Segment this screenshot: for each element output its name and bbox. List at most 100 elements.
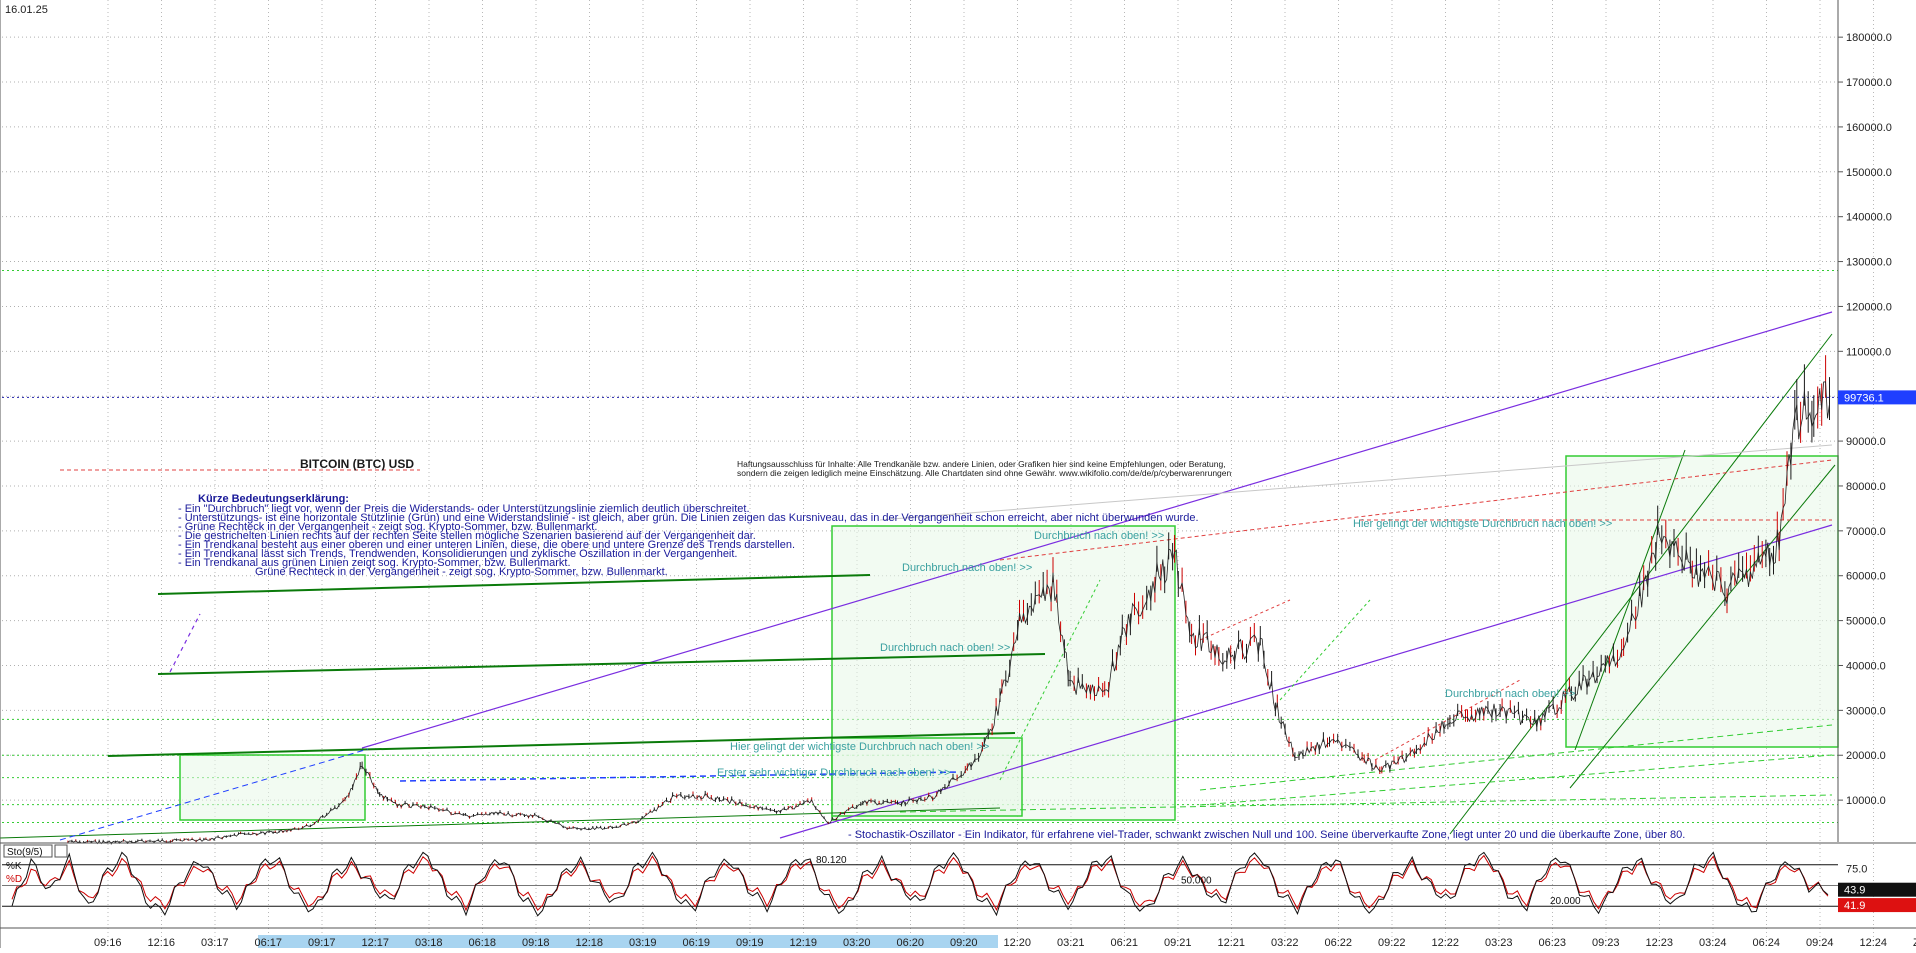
y-tick-label: 180000.0 [1846, 32, 1892, 44]
chart-title: BITCOIN (BTC) USD [300, 457, 414, 471]
y-tick-label: 80000.0 [1846, 481, 1886, 493]
y-tick-label: 30000.0 [1846, 705, 1886, 717]
y-tick-label: 20000.0 [1846, 750, 1886, 762]
trend-line [361, 311, 1833, 749]
x-tick-label: 06:17 [255, 937, 283, 948]
trend-line [399, 771, 961, 782]
trend-line [1374, 679, 1521, 761]
x-tick-label: 03:22 [1271, 937, 1299, 948]
trend-line [59, 748, 369, 841]
legend-line: - Grüne Rechteck in der Vergangenheit - … [178, 521, 597, 533]
x-tick-label: 09:20 [950, 937, 978, 948]
disclaimer-line-1: Haftungsausschluss für Inhalte: Alle Tre… [737, 459, 1226, 469]
x-tick-label: 12:24 [1860, 937, 1888, 948]
trend-line [1199, 724, 1833, 791]
x-tick-label: 03:19 [629, 937, 657, 948]
stoch-level-mark: 20.000 [1550, 896, 1581, 907]
stoch-d-line [11, 854, 1829, 912]
x-axis-highlight [258, 935, 998, 948]
trend-line [1199, 599, 1291, 641]
trend-line [1449, 333, 1833, 835]
trend-line [107, 732, 1016, 757]
legend-line: - Ein Trendkanal lässt sich Trends, Tren… [178, 548, 738, 560]
last-price-label: 99736.1 [1844, 392, 1884, 404]
trend-line [999, 579, 1101, 781]
stoch-toggle-icon [54, 844, 68, 858]
x-tick-label: 03:17 [201, 937, 229, 948]
x-tick-label: 03:21 [1057, 937, 1085, 948]
y-tick-label: 60000.0 [1846, 571, 1886, 583]
annotation: Hier gelingt der wichtigste Durchbruch n… [1353, 518, 1612, 530]
annotation: Durchbruch nach oben! >> [902, 562, 1032, 574]
x-tick-label: 09:19 [736, 937, 764, 948]
annotation: Erster sehr wichtiger Durchbruch nach ob… [717, 767, 951, 779]
x-tick-label: 12:22 [1432, 937, 1460, 948]
x-tick-label: Z [1913, 937, 1916, 948]
legend-heading: Kürze Bedeutungserklärung: [198, 493, 349, 505]
x-tick-label: 09:24 [1806, 937, 1834, 948]
legend-line: - Ein Trendkanal aus grünen Linien zeigt… [178, 557, 571, 569]
y-tick-label: 110000.0 [1846, 346, 1891, 358]
x-tick-label: 03:20 [843, 937, 871, 948]
x-tick-label: 06:23 [1539, 937, 1567, 948]
stoch-d-label: %D [6, 874, 22, 885]
stoch-tick-label: 75.0 [1846, 863, 1867, 875]
y-tick-label: 160000.0 [1846, 122, 1892, 134]
trend-line [779, 524, 1833, 839]
stoch-d-badge [1838, 898, 1916, 913]
x-tick-label: 09:17 [308, 937, 336, 948]
x-tick-label: 12:20 [1004, 937, 1032, 948]
trend-line [0, 807, 1001, 839]
x-tick-label: 12:23 [1646, 937, 1674, 948]
x-tick-label: 06:18 [469, 937, 497, 948]
x-tick-label: 09:18 [522, 937, 550, 948]
y-tick-label: 10000.0 [1846, 795, 1886, 807]
y-tick-label: 140000.0 [1846, 212, 1892, 224]
last-price-badge [1838, 390, 1916, 405]
y-tick-label: 70000.0 [1846, 526, 1886, 538]
trend-line [1574, 449, 1686, 751]
legend-line: Grüne Rechteck in der Vergangenheit - ze… [255, 566, 668, 578]
stoch-d-value: 41.9 [1844, 900, 1865, 912]
date-label: 16.01.25 [5, 4, 48, 16]
trend-line [899, 794, 1833, 813]
stoch-k-label: %K [6, 861, 22, 872]
x-tick-label: 06:19 [683, 937, 711, 948]
y-tick-label: 130000.0 [1846, 257, 1892, 269]
stoch-label-box [3, 844, 53, 858]
x-tick-label: 12:21 [1218, 937, 1246, 948]
y-tick-label: 120000.0 [1846, 301, 1892, 313]
legend-line: - Unterstützungs- ist eine horizontale S… [178, 512, 1199, 524]
bull-market-rect [1565, 455, 1839, 748]
x-tick-label: 06:24 [1753, 937, 1781, 948]
stoch-label: Sto(9/5) [7, 847, 43, 858]
stoch-level-mark: 50.000 [1181, 876, 1212, 887]
stoch-k-value: 43.9 [1844, 885, 1865, 897]
trend-line [1279, 599, 1371, 701]
x-tick-label: 06:20 [897, 937, 925, 948]
annotation: Hier gelingt der wichtigste Durchbruch n… [730, 741, 989, 753]
bull-market-rect [179, 754, 366, 821]
annotation: Durchbruch nach oben! >> [880, 642, 1010, 654]
trend-line [1199, 754, 1833, 806]
stoch-k-line [11, 851, 1829, 917]
trend-line [157, 574, 871, 595]
trend-line [879, 444, 1833, 521]
y-tick-label: 90000.0 [1846, 436, 1886, 448]
trend-line [157, 653, 1046, 675]
x-tick-label: 03:23 [1485, 937, 1513, 948]
stoch-level-mark: 80.120 [816, 855, 847, 866]
legend-line: - Ein Trendkanal besteht aus einer obere… [178, 539, 795, 551]
y-tick-label: 40000.0 [1846, 660, 1886, 672]
price-line [67, 381, 1830, 845]
x-tick-label: 06:22 [1325, 937, 1353, 948]
legend-line: - Die gestrichelten Linien rechts auf de… [178, 530, 756, 542]
x-tick-label: 09:16 [94, 937, 122, 948]
x-tick-label: 09:22 [1378, 937, 1406, 948]
x-tick-label: 12:18 [576, 937, 604, 948]
legend-line: - Ein "Durchbruch" liegt vor, wenn der P… [178, 503, 750, 515]
trend-line [169, 613, 201, 673]
annotation: Durchbruch nach oben! >> [1445, 688, 1575, 700]
